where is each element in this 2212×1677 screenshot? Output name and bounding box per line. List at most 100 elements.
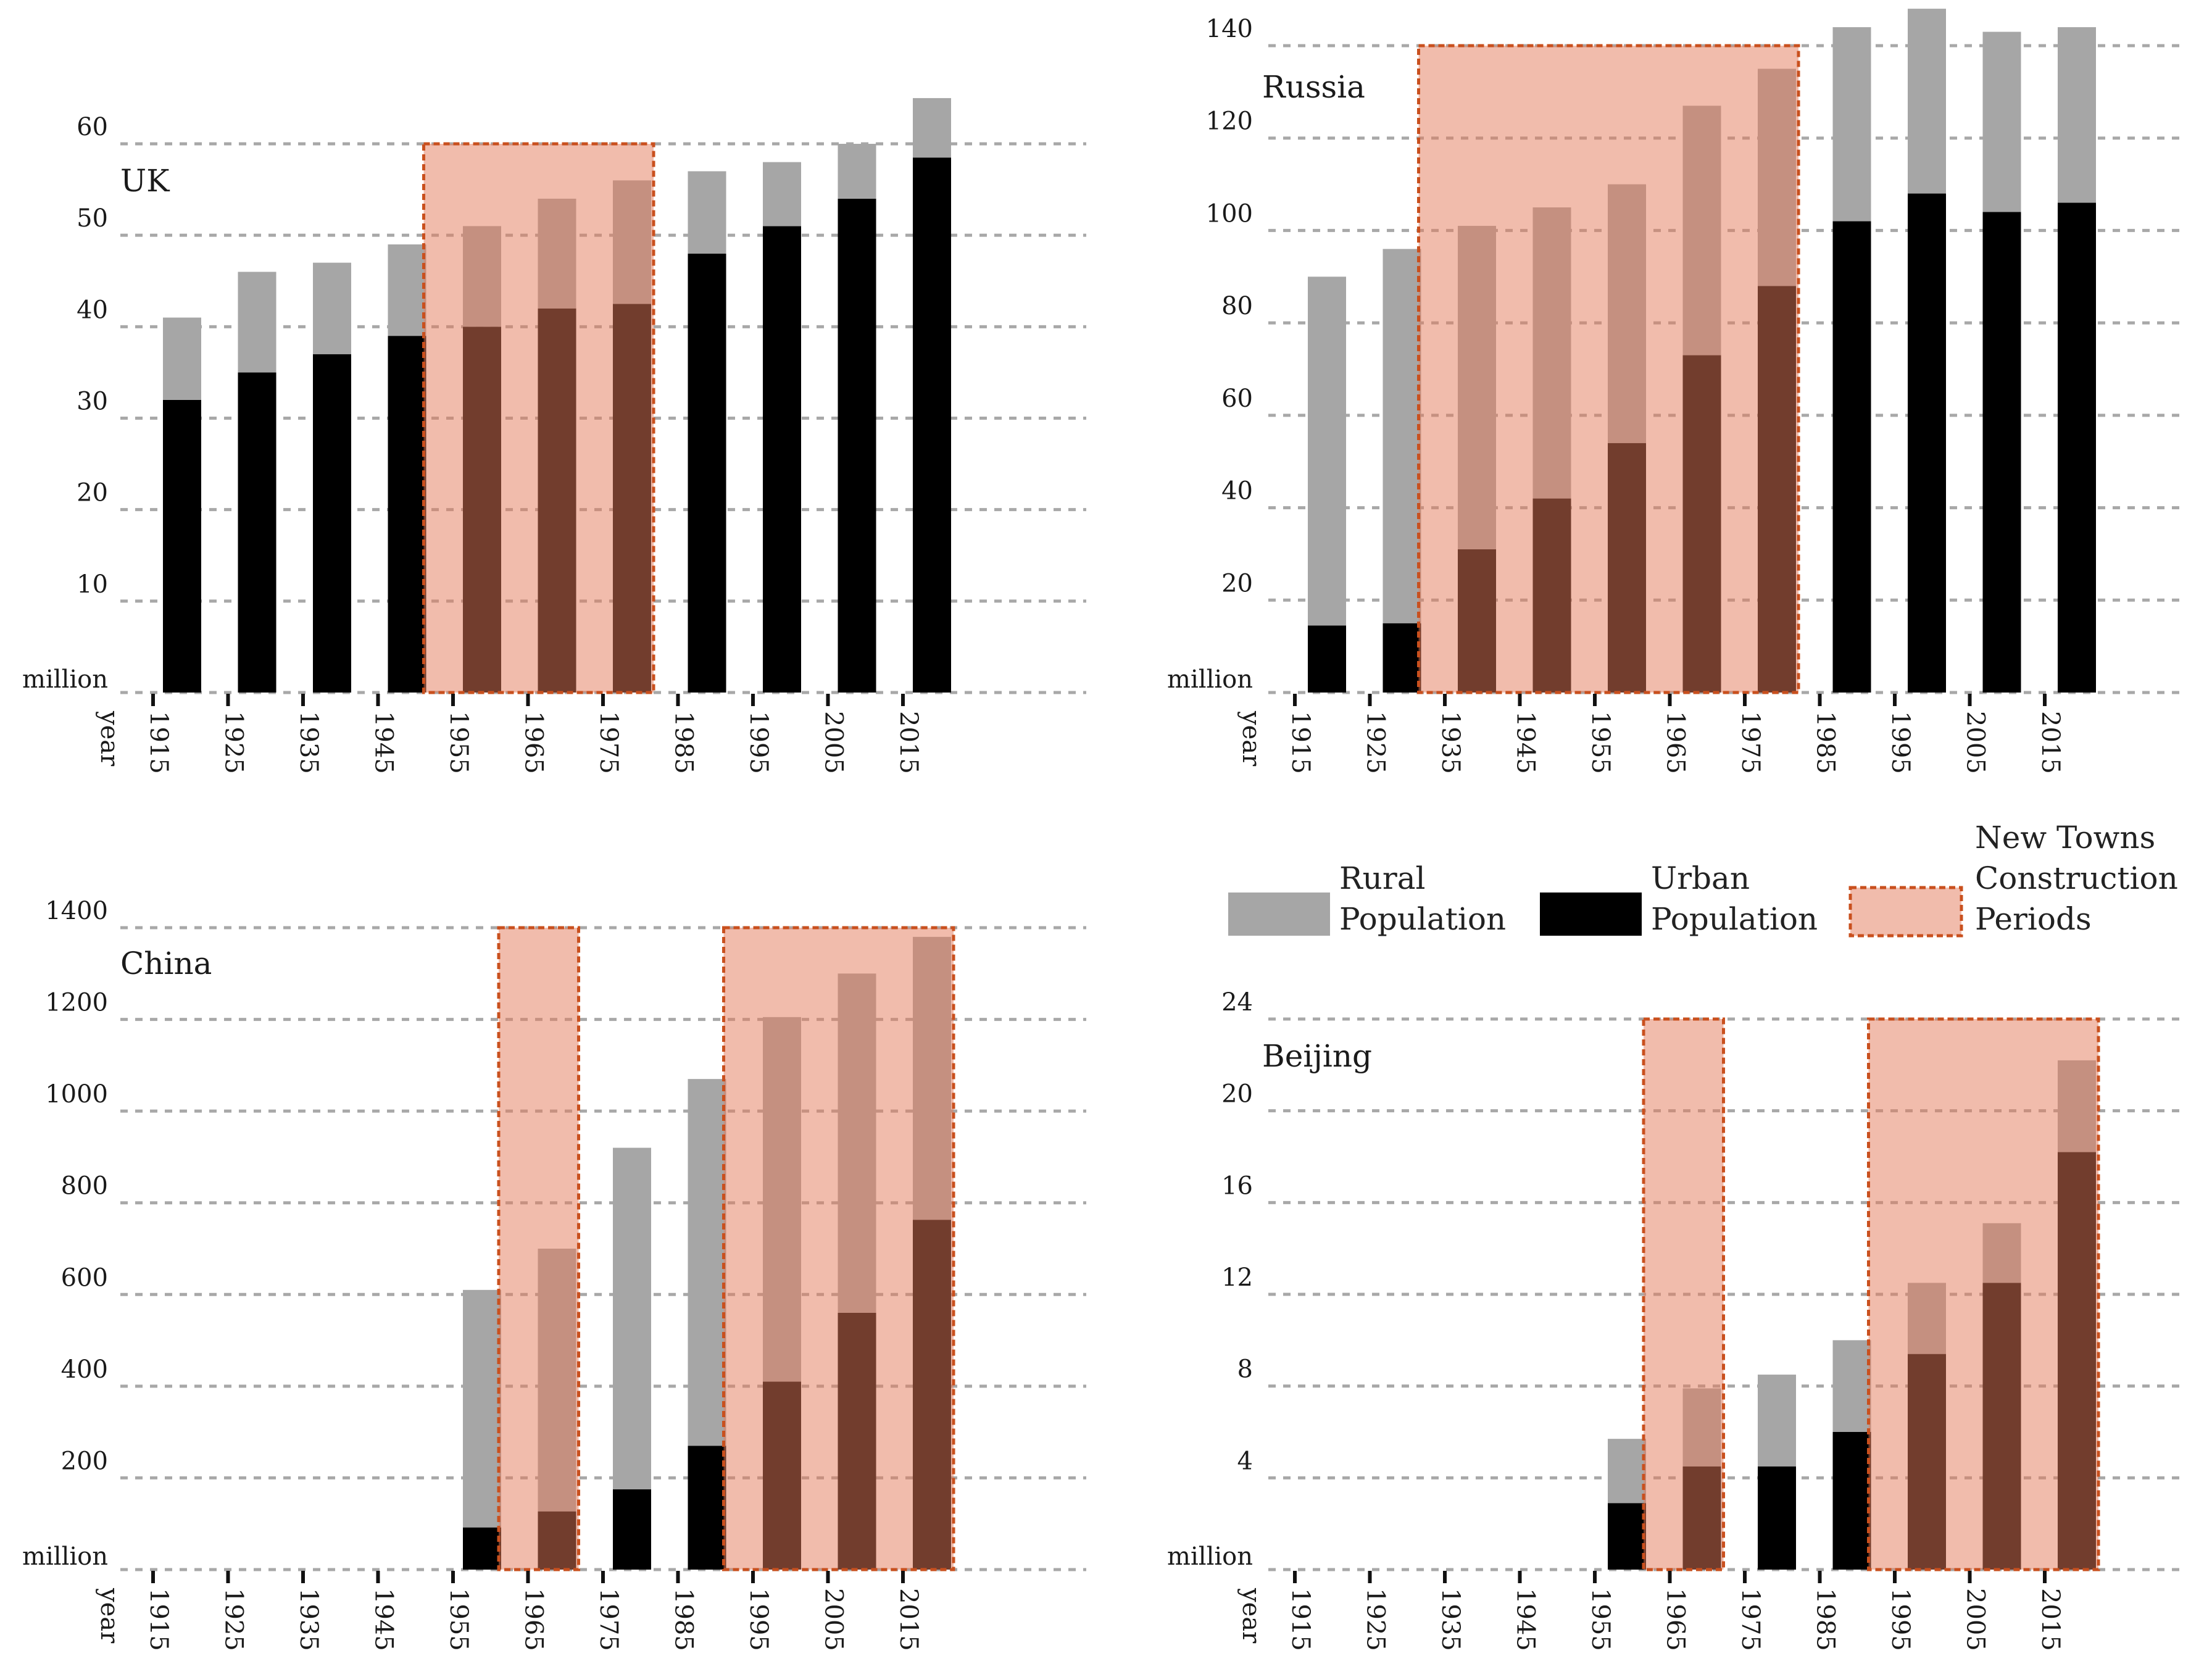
y-tick-label: 80	[1221, 292, 1253, 320]
y-tick-label: 200	[61, 1447, 108, 1475]
bar-urban-1955	[1608, 1503, 1646, 1570]
bar-rural-1945	[388, 244, 426, 336]
x-tick-label: 2015	[894, 711, 923, 774]
panel-title: Beijing	[1262, 1038, 1372, 1074]
panel-china: 200 400 600 800 1000 1200 1400 million China 1915…	[22, 897, 1086, 1651]
y-tick-label: 4	[1237, 1447, 1253, 1475]
x-tick-label: 1955	[1586, 711, 1615, 774]
x-tick-label: 1995	[744, 1588, 773, 1651]
legend-swatch-period	[1848, 886, 1963, 938]
y-unit-label: million	[22, 665, 108, 694]
panel-title: Russia	[1262, 69, 1365, 105]
construction-period-1925-1975	[1417, 44, 1800, 694]
chart-panels: 10 20 30 40 50 60 million UK 1915 1925 1935 1945 195…	[22, 9, 2185, 1651]
panel-beijing: 4 8 12 16 20 24 million Beijing 1915 1925 1935 1945…	[1167, 988, 2185, 1651]
x-tick-label: 2005	[1961, 711, 1990, 774]
x-tick-label: 1945	[370, 1588, 398, 1651]
x-tick-label: 1935	[294, 1588, 323, 1651]
x-tick-label: 2015	[894, 1588, 923, 1651]
legend-label-rural-1: Rural	[1339, 860, 1426, 896]
x-axis-label: year	[1237, 710, 1265, 767]
x-tick-label: 1985	[670, 711, 698, 774]
panel-uk: 10 20 30 40 50 60 million UK 1915 1925 1935 1945 195…	[22, 98, 1086, 774]
bar-urban-1985	[1832, 221, 1871, 693]
x-tick-label: 1935	[1436, 1588, 1465, 1651]
x-tick-label: 1965	[1661, 711, 1690, 774]
y-tick-label: 8	[1237, 1355, 1253, 1384]
y-unit-label: million	[22, 1542, 108, 1571]
bar-urban-2015	[2058, 202, 2096, 693]
x-tick-label: 1915	[1286, 1588, 1315, 1651]
x-tick-label: 1975	[594, 1588, 623, 1651]
bar-rural-1925	[1382, 249, 1421, 623]
y-tick-label: 20	[1221, 569, 1253, 597]
construction-period-1985-2015	[722, 926, 955, 1571]
x-tick-label: 1995	[1886, 711, 1915, 774]
y-tick-label: 24	[1221, 988, 1253, 1017]
y-tick-label: 600	[61, 1263, 108, 1292]
x-tick-label: 1955	[444, 711, 473, 774]
bar-urban-1995	[1908, 193, 1946, 693]
bar-rural-1955	[1608, 1439, 1646, 1504]
x-axis-label: year	[95, 710, 123, 767]
bar-urban-1975	[1758, 1466, 1796, 1570]
y-tick-label: 1400	[45, 897, 108, 925]
x-tick-label: 1925	[1362, 1588, 1390, 1651]
x-tick-label: 1965	[520, 1588, 548, 1651]
x-tick-label: 1975	[594, 711, 623, 774]
bar-urban-1995	[763, 226, 801, 693]
legend-label-urban-2: Population	[1651, 901, 1818, 937]
legend-label-urban-1: Urban	[1651, 860, 1750, 896]
bar-rural-1935	[313, 262, 351, 354]
y-tick-label: 40	[77, 296, 108, 324]
construction-period-1955-1965	[1642, 1017, 1725, 1571]
bar-urban-1935	[313, 354, 351, 693]
bar-rural-1985	[1832, 27, 1871, 222]
x-tick-label: 1965	[520, 711, 548, 774]
x-axis-label: year	[95, 1588, 123, 1644]
bar-rural-1985	[688, 171, 726, 254]
bar-rural-1975	[1758, 1375, 1796, 1467]
bar-rural-1915	[163, 317, 201, 400]
bar-rural-1985	[688, 1079, 726, 1446]
y-tick-label: 400	[61, 1355, 108, 1384]
bar-urban-2015	[913, 157, 951, 693]
x-tick-label: 2015	[2036, 1588, 2064, 1651]
bar-rural-2015	[913, 98, 951, 158]
y-tick-label: 20	[77, 479, 108, 507]
bar-urban-1985	[1832, 1432, 1871, 1570]
bar-urban-1945	[388, 336, 426, 693]
x-tick-label: 1985	[670, 1588, 698, 1651]
x-tick-label: 1945	[370, 711, 398, 774]
bar-rural-1995	[763, 162, 801, 227]
legend: Rural Population Urban Population New To…	[1228, 820, 2178, 938]
y-tick-label: 50	[77, 204, 108, 233]
x-tick-label: 1925	[220, 1588, 248, 1651]
bar-rural-1985	[1832, 1340, 1871, 1432]
panel-title: UK	[120, 163, 170, 199]
y-tick-label: 40	[1221, 477, 1253, 506]
bar-urban-1985	[688, 253, 726, 693]
x-tick-label: 1935	[294, 711, 323, 774]
bar-rural-1955	[463, 1289, 501, 1528]
y-tick-label: 16	[1221, 1171, 1253, 1200]
x-tick-label: 1955	[1586, 1588, 1615, 1651]
x-tick-label: 1985	[1811, 1588, 1840, 1651]
legend-swatch-rural	[1228, 893, 1330, 936]
y-tick-label: 60	[77, 113, 108, 141]
bar-rural-1995	[1908, 9, 1946, 194]
panel-title: China	[120, 946, 212, 981]
x-tick-label: 1965	[1661, 1588, 1690, 1651]
x-tick-label: 2015	[2036, 711, 2064, 774]
y-tick-label: 20	[1221, 1080, 1253, 1109]
x-tick-label: 1995	[1886, 1588, 1915, 1651]
bar-rural-1915	[1308, 277, 1346, 626]
bar-rural-2005	[838, 144, 876, 199]
y-tick-label: 1000	[45, 1080, 108, 1109]
bar-urban-2005	[838, 198, 876, 693]
y-unit-label: million	[1167, 1542, 1253, 1571]
construction-period-1955-1965	[497, 926, 580, 1571]
x-tick-label: 1915	[1286, 711, 1315, 774]
x-tick-label: 1985	[1811, 711, 1840, 774]
x-tick-label: 1915	[144, 711, 173, 774]
